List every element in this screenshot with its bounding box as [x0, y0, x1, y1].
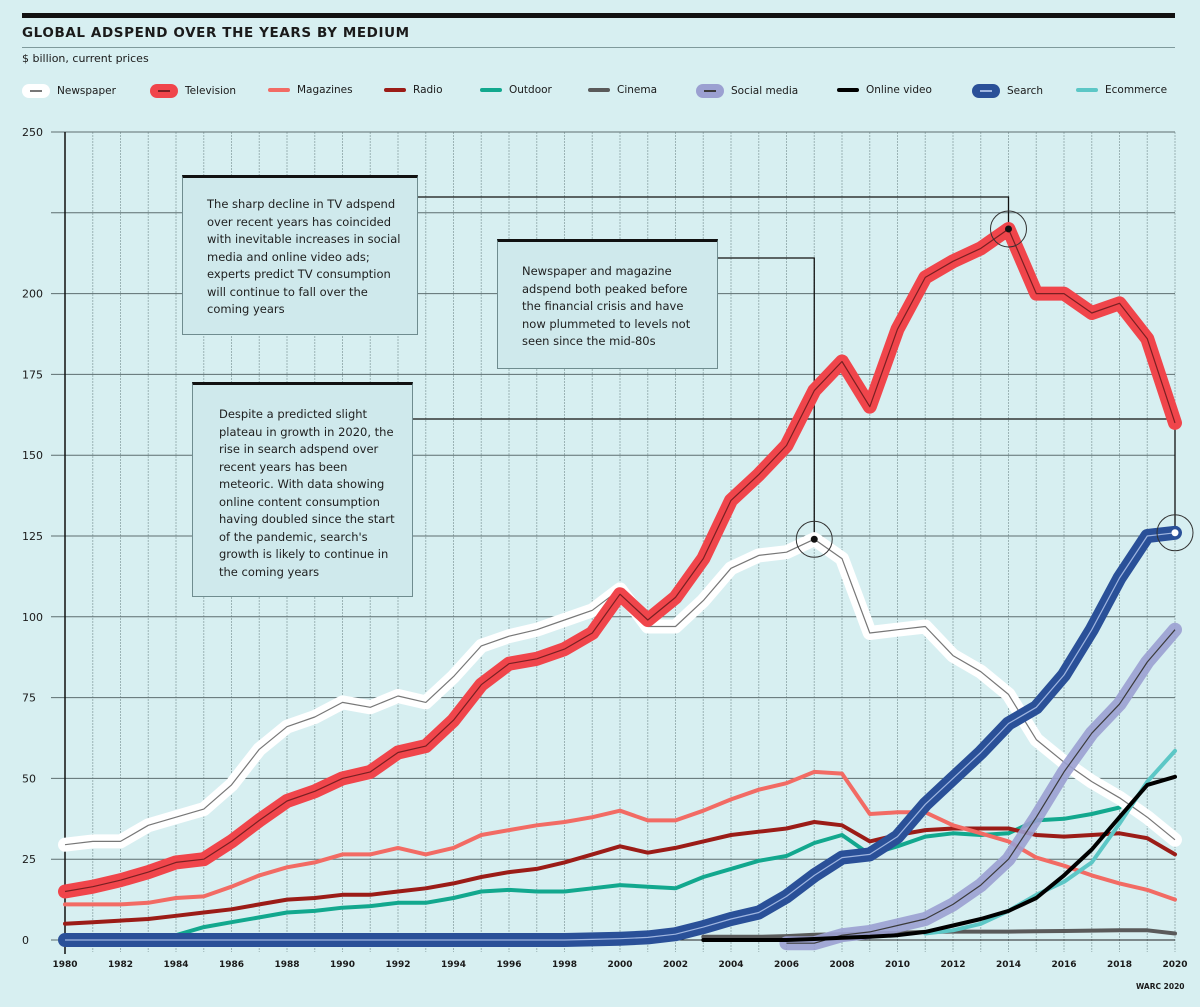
- x-tick-label: 2002: [663, 960, 688, 970]
- legend-label: Social media: [731, 85, 799, 97]
- legend-label: Search: [1007, 85, 1044, 97]
- annotation-target-dot: [1171, 529, 1179, 537]
- x-tick-label: 2006: [774, 960, 799, 970]
- x-tick-label: 1980: [52, 960, 77, 970]
- x-tick-label: 2010: [885, 960, 910, 970]
- y-tick-label: 100: [22, 611, 43, 624]
- x-tick-label: 2004: [718, 960, 743, 970]
- series-line-online-video: [701, 774, 1177, 942]
- x-tick-label: 1996: [496, 960, 521, 970]
- annotation-target-ring: [990, 210, 1027, 248]
- x-tick-label: 1990: [330, 960, 355, 970]
- legend-label: Cinema: [617, 84, 658, 96]
- y-tick-label: 250: [22, 126, 43, 139]
- series-line-magazines: [63, 769, 1177, 907]
- x-tick-label: 2018: [1107, 960, 1132, 970]
- legend-swatch-icon: [588, 88, 610, 92]
- legend-item-outdoor: Outdoor: [480, 84, 552, 96]
- x-tick-label: 1988: [274, 960, 299, 970]
- x-tick-label: 2008: [829, 960, 854, 970]
- legend-label: Newspaper: [57, 85, 116, 97]
- annotation-target-dot: [810, 535, 818, 543]
- legend-item-newspaper: Newspaper: [22, 84, 116, 98]
- annotation-target-ring: [1156, 514, 1194, 552]
- legend-label: Magazines: [297, 84, 353, 96]
- legend-swatch-icon: [268, 88, 290, 92]
- legend-item-radio: Radio: [384, 84, 443, 96]
- x-tick-label: 1986: [219, 960, 244, 970]
- annotation-target-dot: [1005, 225, 1012, 233]
- legend-item-magazines: Magazines: [268, 84, 353, 96]
- legend-swatch-icon: [696, 84, 724, 98]
- legend-swatch-icon: [972, 84, 1000, 98]
- y-tick-label: 150: [22, 449, 43, 462]
- x-tick-label: 2012: [940, 960, 965, 970]
- annotation-leader-line: [418, 196, 1010, 229]
- y-tick-label: 0: [22, 934, 29, 947]
- y-tick-label: 25: [22, 853, 36, 866]
- legend-item-television: Television: [150, 84, 236, 98]
- title-divider: [22, 47, 1175, 48]
- y-tick-label: 200: [22, 288, 43, 301]
- annotation-text: The sharp decline in TV adspend over rec…: [207, 197, 401, 316]
- series-lines: [58, 222, 1182, 951]
- x-tick-label: 2014: [996, 960, 1021, 970]
- x-tick-label: 1998: [552, 960, 577, 970]
- legend-swatch-icon: [1076, 88, 1098, 92]
- y-tick-label: 175: [22, 368, 43, 381]
- x-tick-label: 1982: [108, 960, 133, 970]
- legend-label: Online video: [866, 84, 932, 96]
- x-tick-label: 2020: [1162, 960, 1187, 970]
- legend-swatch-icon: [22, 84, 50, 98]
- annotation-leader-line: [718, 257, 815, 540]
- legend-item-online-video: Online video: [837, 84, 932, 96]
- legend-swatch-icon: [150, 84, 178, 98]
- annotation-search-growth: Despite a predicted slight plateau in gr…: [192, 382, 413, 597]
- legend-item-cinema: Cinema: [588, 84, 657, 96]
- series-line-radio: [63, 820, 1177, 926]
- axes: 0 25 50 75 100 125 150 175 200 250 1980 1982 1984 198…: [22, 126, 1188, 970]
- legend-item-ecommerce: Ecommerce: [1076, 84, 1167, 96]
- series-inner-line-television: [64, 228, 1176, 893]
- annotation-text: Despite a predicted slight plateau in gr…: [219, 407, 395, 579]
- x-tick-label: 2000: [607, 960, 632, 970]
- legend-label: Radio: [413, 84, 443, 96]
- legend-swatch-icon: [837, 88, 859, 92]
- series-inner-line-social-media: [786, 629, 1176, 944]
- title-top-bar: [22, 13, 1175, 18]
- y-tick-label: 75: [22, 692, 36, 705]
- x-tick-label: 1994: [441, 960, 466, 970]
- source-credit: WARC 2020: [1136, 982, 1185, 991]
- legend-swatch-icon: [480, 88, 502, 92]
- legend-label: Ecommerce: [1105, 84, 1168, 96]
- series-inner-line-search: [65, 532, 1176, 941]
- annotation-target-ring: [795, 520, 833, 558]
- chart-legend: Newspaper Television Magazines Radio Outdoor…: [22, 84, 1182, 102]
- annotation-newspaper-peak: Newspaper and magazine adspend both peak…: [497, 239, 718, 369]
- x-tick-label: 1992: [385, 960, 410, 970]
- chart-subtitle: $ billion, current prices: [22, 52, 149, 65]
- annotation-text: Newspaper and magazine adspend both peak…: [522, 264, 691, 348]
- annotation-tv-decline: The sharp decline in TV adspend over rec…: [182, 175, 418, 335]
- legend-label: Television: [185, 85, 237, 97]
- legend-item-social-media: Social media: [696, 84, 798, 98]
- x-tick-label: 1984: [163, 960, 188, 970]
- y-tick-label: 50: [22, 772, 36, 785]
- annotation-markers: [795, 210, 1194, 558]
- y-tick-label: 125: [22, 530, 43, 543]
- legend-swatch-icon: [384, 88, 406, 92]
- series-line-outdoor: [63, 805, 1122, 938]
- legend-item-search: Search: [972, 84, 1043, 98]
- chart-title: GLOBAL ADSPEND OVER THE YEARS BY MEDIUM: [22, 25, 410, 41]
- legend-label: Outdoor: [509, 84, 552, 96]
- x-tick-label: 2016: [1051, 960, 1076, 970]
